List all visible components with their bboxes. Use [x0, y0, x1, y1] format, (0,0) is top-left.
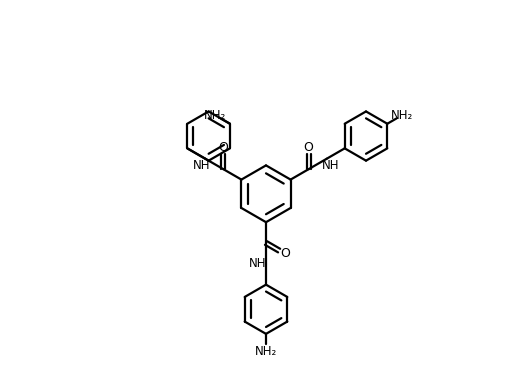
Text: NH₂: NH₂ — [204, 109, 226, 122]
Text: O: O — [304, 141, 313, 154]
Text: NH: NH — [322, 160, 339, 173]
Text: NH: NH — [193, 160, 210, 173]
Text: NH₂: NH₂ — [391, 109, 413, 122]
Text: O: O — [219, 141, 228, 154]
Text: NH: NH — [249, 257, 267, 270]
Text: O: O — [280, 247, 290, 260]
Text: NH₂: NH₂ — [255, 345, 277, 358]
